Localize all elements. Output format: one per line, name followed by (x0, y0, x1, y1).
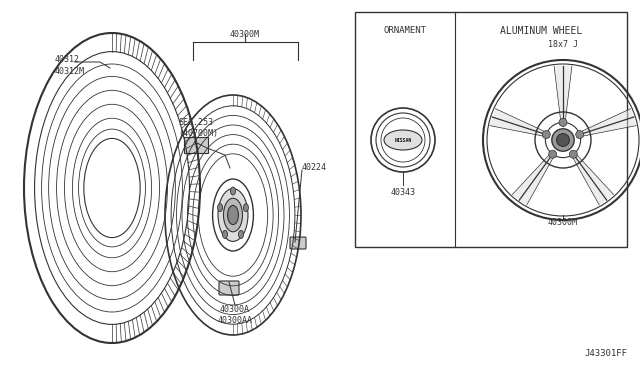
FancyBboxPatch shape (184, 137, 208, 153)
Polygon shape (570, 151, 614, 205)
Ellipse shape (384, 130, 422, 150)
Ellipse shape (239, 230, 243, 238)
Text: 40224: 40224 (302, 164, 327, 173)
FancyBboxPatch shape (290, 237, 306, 249)
Text: ORNAMENT: ORNAMENT (383, 26, 426, 35)
Ellipse shape (223, 198, 243, 232)
Ellipse shape (218, 203, 223, 212)
Ellipse shape (230, 187, 236, 195)
Ellipse shape (84, 138, 140, 238)
Polygon shape (554, 65, 572, 126)
Text: SEC.253
(40700M): SEC.253 (40700M) (178, 118, 218, 138)
Circle shape (570, 150, 577, 158)
Ellipse shape (218, 189, 248, 241)
Text: NISSAN: NISSAN (394, 138, 412, 142)
Text: 40300M: 40300M (548, 218, 578, 227)
Circle shape (559, 118, 567, 126)
Text: 40343: 40343 (390, 188, 415, 197)
Text: J43301FF: J43301FF (584, 349, 627, 358)
Text: 40300M: 40300M (230, 30, 260, 39)
Ellipse shape (223, 230, 227, 238)
Text: 40312
40312M: 40312 40312M (55, 55, 85, 76)
Bar (355, 12, 627, 247)
Circle shape (557, 134, 570, 147)
Text: ALUMINUM WHEEL: ALUMINUM WHEEL (500, 26, 582, 36)
Polygon shape (490, 109, 550, 137)
Circle shape (552, 129, 574, 151)
Polygon shape (576, 109, 636, 137)
Text: 40300A
40300AA: 40300A 40300AA (218, 305, 253, 325)
Polygon shape (513, 151, 556, 205)
Circle shape (548, 150, 557, 158)
Ellipse shape (243, 203, 248, 212)
Text: 18x7 J: 18x7 J (548, 40, 578, 49)
Ellipse shape (228, 205, 239, 225)
FancyBboxPatch shape (219, 281, 239, 295)
Circle shape (576, 131, 584, 138)
Circle shape (542, 131, 550, 138)
